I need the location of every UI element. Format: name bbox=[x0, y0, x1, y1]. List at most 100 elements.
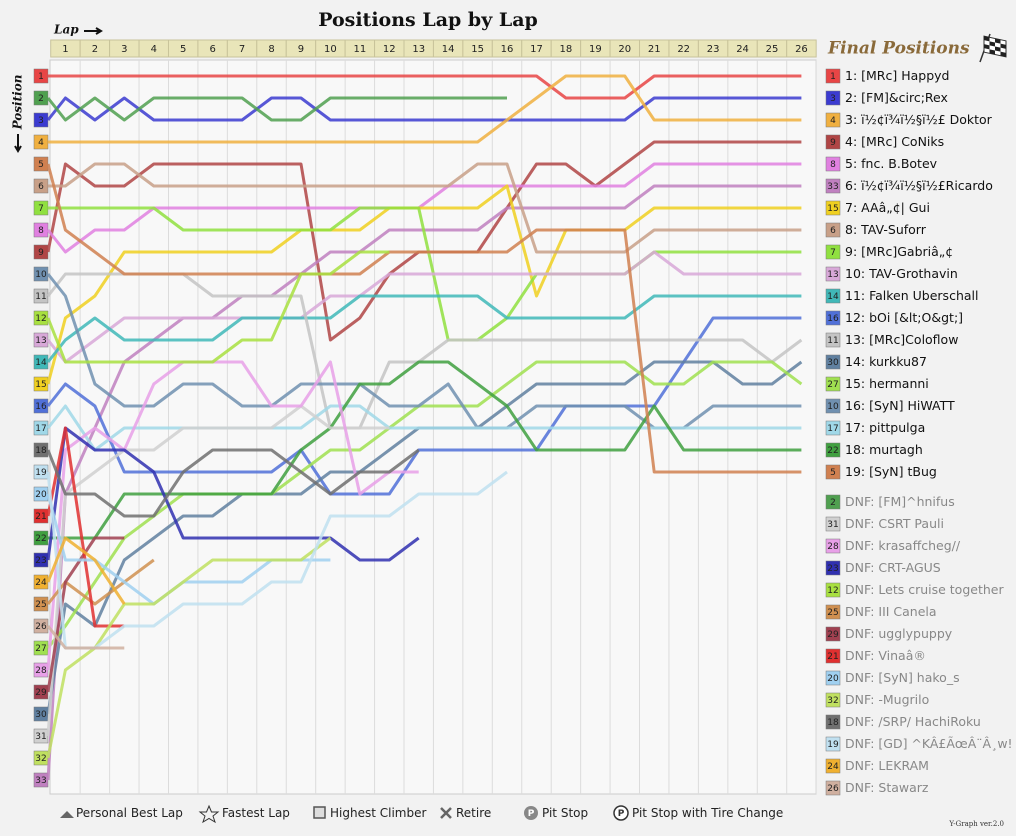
symbol-legend-label: Pit Stop with Tire Change bbox=[632, 806, 783, 820]
position-line bbox=[46, 536, 126, 605]
start-label: 27 bbox=[827, 380, 838, 390]
x-tick-label: 20 bbox=[618, 44, 631, 55]
start-label: 12 bbox=[827, 586, 838, 596]
position-line bbox=[46, 625, 125, 650]
y-tick-label: 22 bbox=[35, 534, 46, 544]
position-line bbox=[46, 448, 420, 518]
y-tick-label: 23 bbox=[35, 556, 46, 566]
y-tick-label: 10 bbox=[35, 270, 47, 280]
start-box bbox=[825, 376, 841, 392]
y-tick-label: 15 bbox=[35, 380, 46, 390]
legend-entry: 3: ï½¢ï¾ï½§ï½£ Doktor bbox=[845, 112, 993, 127]
start-box bbox=[825, 494, 841, 510]
x-tick-label: 12 bbox=[383, 44, 396, 55]
position-line bbox=[48, 74, 802, 100]
start-box bbox=[825, 354, 841, 370]
x-tick-label: 13 bbox=[412, 44, 425, 55]
x-tick-label: 2 bbox=[92, 44, 98, 55]
x-tick-label: 22 bbox=[677, 44, 690, 55]
legend-entry: DNF: LEKRAM bbox=[845, 758, 929, 773]
symbol-legend: P P bbox=[60, 804, 629, 824]
start-label: 11 bbox=[827, 336, 838, 346]
start-box bbox=[825, 692, 841, 708]
position-line bbox=[46, 360, 419, 671]
position-line bbox=[46, 250, 390, 364]
y-tick-label: 19 bbox=[35, 468, 47, 478]
x-tick-label: 8 bbox=[268, 44, 274, 55]
position-line bbox=[46, 96, 507, 122]
x-tick-cell bbox=[786, 39, 817, 58]
y-tick-label: 18 bbox=[35, 446, 47, 456]
legend-entry: 1: [MRc] Happyd bbox=[845, 68, 949, 83]
y-tick-label: 28 bbox=[35, 666, 47, 676]
y-tick-label: 16 bbox=[35, 402, 47, 412]
start-label: 18 bbox=[827, 718, 839, 728]
y-tick-label: 2 bbox=[38, 94, 44, 104]
position-line bbox=[46, 404, 390, 737]
start-label: 19 bbox=[827, 740, 839, 750]
position-line bbox=[48, 74, 802, 144]
legend-entry: DNF: CRT-AGUS bbox=[845, 560, 941, 575]
start-box bbox=[825, 670, 841, 686]
svg-text:P: P bbox=[618, 809, 625, 819]
start-box bbox=[825, 582, 841, 598]
symbol-legend-label: Retire bbox=[456, 806, 491, 820]
start-label: 28 bbox=[827, 542, 839, 552]
start-label: 14 bbox=[827, 292, 839, 302]
start-label: 10 bbox=[827, 402, 839, 412]
legend-entry: 5: fnc. B.Botev bbox=[845, 156, 938, 171]
symbol-legend-label: Personal Best Lap bbox=[76, 806, 183, 820]
position-line bbox=[46, 184, 802, 781]
start-box bbox=[825, 758, 841, 774]
start-label: 17 bbox=[827, 424, 838, 434]
legend-entry: 16: [SyN] HiWATT bbox=[845, 398, 955, 413]
start-box bbox=[825, 398, 841, 414]
legend-entry: 7: AAâ„¢| Gui bbox=[845, 200, 930, 215]
start-box bbox=[825, 538, 841, 554]
start-label: 21 bbox=[827, 652, 838, 662]
start-box bbox=[825, 134, 841, 150]
start-label: 5 bbox=[830, 468, 836, 478]
legend-entry: DNF: Vinaâ® bbox=[845, 648, 926, 663]
y-tick-label: 5 bbox=[38, 160, 44, 170]
symbol-legend-label: Fastest Lap bbox=[222, 806, 290, 820]
y-tick-label: 14 bbox=[35, 358, 47, 368]
y-tick-label: 27 bbox=[35, 644, 46, 654]
start-box bbox=[825, 244, 841, 260]
start-box bbox=[825, 178, 841, 194]
start-label: 24 bbox=[827, 762, 839, 772]
legend-entry: DNF: [SyN] hako_s bbox=[845, 670, 960, 685]
x-tick-label: 3 bbox=[121, 44, 127, 55]
x-tick-label: 6 bbox=[209, 44, 215, 55]
y-tick-label: 26 bbox=[35, 622, 47, 632]
y-tick-label: 11 bbox=[35, 292, 46, 302]
x-tick-label: 17 bbox=[530, 44, 543, 55]
chart-title: Positions Lap by Lap bbox=[318, 9, 538, 31]
start-box bbox=[825, 714, 841, 730]
start-box bbox=[825, 222, 841, 238]
start-box bbox=[825, 780, 841, 796]
start-label: 6 bbox=[830, 226, 836, 236]
x-tick-label: 21 bbox=[648, 44, 661, 55]
y-tick-label: 4 bbox=[38, 138, 44, 148]
y-tick-label: 7 bbox=[38, 204, 44, 214]
position-line bbox=[46, 470, 508, 650]
legend-entry: 2: [FM]&circ;Rex bbox=[845, 90, 948, 105]
legend-entry: DNF: [GD] ^KÂ£ÃœÂ¨Â¸w! bbox=[845, 736, 1013, 751]
y-tick-label: 29 bbox=[35, 688, 47, 698]
legend-entry: 9: [MRc]Gabriâ„¢ bbox=[845, 244, 953, 259]
start-label: 20 bbox=[827, 674, 839, 684]
start-box bbox=[825, 626, 841, 642]
start-box bbox=[825, 516, 841, 532]
y-tick-label: 33 bbox=[35, 776, 46, 786]
start-box bbox=[825, 464, 841, 480]
svg-text:P: P bbox=[528, 809, 535, 819]
symbol-legend-label: Highest Climber bbox=[330, 806, 426, 820]
legend-entry: 13: [MRc]Coloflow bbox=[845, 332, 958, 347]
footer: Y-Graph ver.2.0 bbox=[948, 820, 1004, 828]
start-box bbox=[825, 90, 841, 106]
start-label: 15 bbox=[827, 204, 838, 214]
start-box bbox=[825, 648, 841, 664]
start-box bbox=[825, 332, 841, 348]
